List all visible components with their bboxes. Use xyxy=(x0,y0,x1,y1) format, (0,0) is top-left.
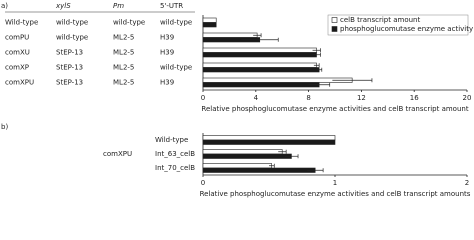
x-tick-label: 12 xyxy=(357,94,366,102)
group-label: comXPU xyxy=(103,150,132,158)
bar xyxy=(202,52,317,58)
legend-label: celB transcript amount xyxy=(340,16,420,24)
x-tick-label: 20 xyxy=(463,94,472,102)
bar xyxy=(202,163,272,169)
category-label: comXP xyxy=(5,64,29,72)
x-tick-label: 4 xyxy=(254,94,259,102)
table-cell: wild-type xyxy=(113,19,145,27)
bar xyxy=(202,67,320,73)
x-tick-label: 8 xyxy=(306,94,310,102)
table-cell: wild-type xyxy=(160,19,192,27)
table-cell: ML2-5 xyxy=(113,49,134,57)
error-bar xyxy=(332,78,373,83)
bar xyxy=(202,139,336,145)
category-label: Int_63_celB xyxy=(155,150,195,158)
legend-swatch xyxy=(331,17,338,23)
bar xyxy=(202,22,217,28)
panel-label: a) xyxy=(1,2,8,10)
table-cell: H39 xyxy=(160,34,174,42)
error-bar xyxy=(313,63,320,68)
x-tick-label: 0 xyxy=(201,179,205,187)
x-axis-label: Relative phosphoglucomutase enzyme activ… xyxy=(201,105,468,113)
legend-swatch xyxy=(331,26,338,32)
table-cell: StEP-13 xyxy=(56,64,83,72)
category-label: comPU xyxy=(5,34,29,42)
error-bar xyxy=(312,48,321,53)
table-cell: StEP-13 xyxy=(56,79,83,87)
bar xyxy=(202,149,283,155)
legend-box xyxy=(327,14,469,36)
table-cell: wild-type xyxy=(56,34,88,42)
category-label: comXPU xyxy=(5,79,34,87)
bar xyxy=(202,62,317,68)
legend-label: phosphoglucomutase enzyme activity xyxy=(340,25,473,33)
table-cell: wild-type xyxy=(56,19,88,27)
bar xyxy=(202,82,320,88)
bar xyxy=(202,153,292,159)
x-tick-label: 0 xyxy=(201,94,205,102)
category-label: Wild-type xyxy=(5,19,38,27)
bar xyxy=(202,17,217,23)
error-bar xyxy=(278,149,287,154)
x-tick-label: 2 xyxy=(465,179,469,187)
table-header: xylS xyxy=(55,2,71,10)
figure: a) xylS Pm 5'-UTR wild-type wild-type wild-typ… xyxy=(1,2,473,198)
panel-label: b) xyxy=(1,123,8,131)
table-cell: StEP-13 xyxy=(56,49,83,57)
error-bar xyxy=(284,154,299,159)
bar xyxy=(202,77,353,83)
bar xyxy=(202,167,316,173)
bar xyxy=(202,47,317,53)
table-cell: H39 xyxy=(160,49,174,57)
table-cell: wild-type xyxy=(160,64,192,72)
error-bar xyxy=(269,163,275,168)
error-bar xyxy=(308,82,331,87)
bar xyxy=(202,32,258,38)
category-label: comXU xyxy=(5,49,30,57)
error-bar xyxy=(312,52,321,57)
error-bar xyxy=(307,168,324,173)
category-label: Wild-type xyxy=(155,136,188,144)
x-axis-label: Relative phosphoglucomutase enzyme activ… xyxy=(200,190,471,198)
table-cell: H39 xyxy=(160,79,174,87)
category-label: Int_70_celB xyxy=(155,164,195,172)
table-header: Pm xyxy=(113,2,124,10)
table-cell: ML2-5 xyxy=(113,79,134,87)
error-bar xyxy=(316,67,323,72)
table-header: 5'-UTR xyxy=(160,2,183,10)
x-tick-label: 16 xyxy=(410,94,419,102)
table-cell: ML2-5 xyxy=(113,34,134,42)
x-tick-label: 1 xyxy=(333,179,337,187)
table-cell: ML2-5 xyxy=(113,64,134,72)
error-bar xyxy=(253,33,262,38)
bar xyxy=(202,135,336,141)
error-bar xyxy=(241,37,279,42)
